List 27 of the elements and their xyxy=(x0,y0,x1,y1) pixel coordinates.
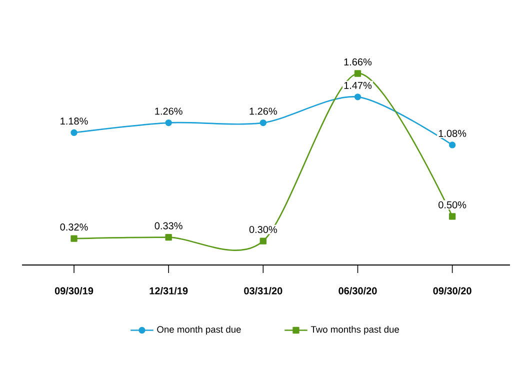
point xyxy=(70,235,78,242)
x-tick-label: 03/31/20 xyxy=(244,287,282,294)
data-label: 1.47% xyxy=(344,82,372,89)
x-tick-label: 09/30/20 xyxy=(433,287,472,294)
data-label: 0.50% xyxy=(438,201,466,208)
data-label: 0.32% xyxy=(60,223,88,231)
data-label: 1.08% xyxy=(438,130,466,137)
data-label: 1.26% xyxy=(250,108,277,115)
point xyxy=(70,129,78,136)
legend-label: One month past due xyxy=(157,326,241,335)
legend-label: Two months past due xyxy=(310,326,399,335)
data-label: 0.30% xyxy=(249,226,277,234)
x-tick-label: 12/31/19 xyxy=(150,287,188,294)
point xyxy=(448,142,456,148)
point xyxy=(354,70,362,77)
data-label: 1.26% xyxy=(155,108,182,115)
point xyxy=(448,213,456,220)
x-tick-label: 06/30/20 xyxy=(338,287,377,294)
point xyxy=(165,119,172,126)
data-label: 1.18% xyxy=(60,118,88,125)
point xyxy=(260,238,266,244)
point xyxy=(260,119,266,126)
data-label: 1.66% xyxy=(344,58,372,66)
point xyxy=(354,94,362,100)
data-label: 0.33% xyxy=(154,222,182,230)
point xyxy=(165,234,172,241)
x-tick-label: 09/30/19 xyxy=(54,287,94,294)
